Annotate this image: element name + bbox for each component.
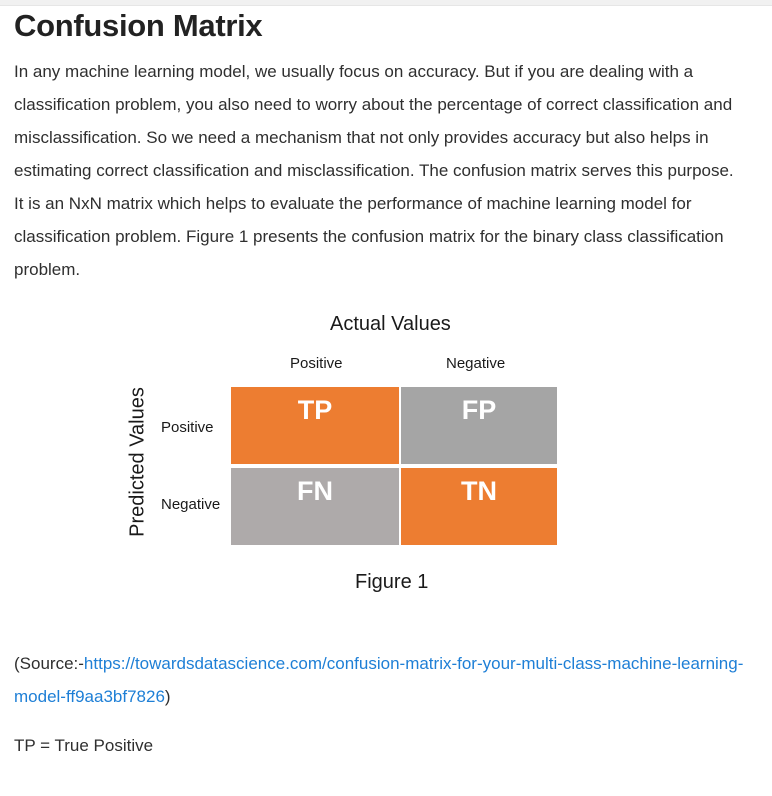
column-header-positive: Positive (290, 355, 343, 372)
page-title: Confusion Matrix (14, 8, 263, 43)
predicted-values-label: Predicted Values (126, 387, 149, 537)
confusion-matrix-figure: Actual Values Positive Negative Predicte… (0, 300, 772, 610)
column-header-negative: Negative (446, 355, 506, 372)
intro-paragraph: In any machine learning model, we usuall… (14, 62, 734, 279)
source-citation: (Source:-https://towardsdatascience.com/… (14, 647, 754, 713)
definition-tp: TP = True Positive (14, 736, 154, 755)
row-header-positive: Positive (161, 419, 214, 436)
source-prefix: (Source:- (14, 654, 84, 673)
matrix-cell-tn: TN (401, 468, 557, 545)
row-header-negative: Negative (161, 496, 221, 513)
matrix-cell-tp: TP (231, 387, 399, 464)
top-divider (0, 0, 772, 6)
figure-caption: Figure 1 (355, 571, 429, 593)
matrix-cell-fp: FP (401, 387, 557, 464)
matrix-cell-fn: FN (231, 468, 399, 545)
actual-values-label: Actual Values (330, 313, 451, 335)
source-link[interactable]: https://towardsdatascience.com/confusion… (14, 654, 744, 706)
source-suffix: ) (164, 687, 171, 706)
